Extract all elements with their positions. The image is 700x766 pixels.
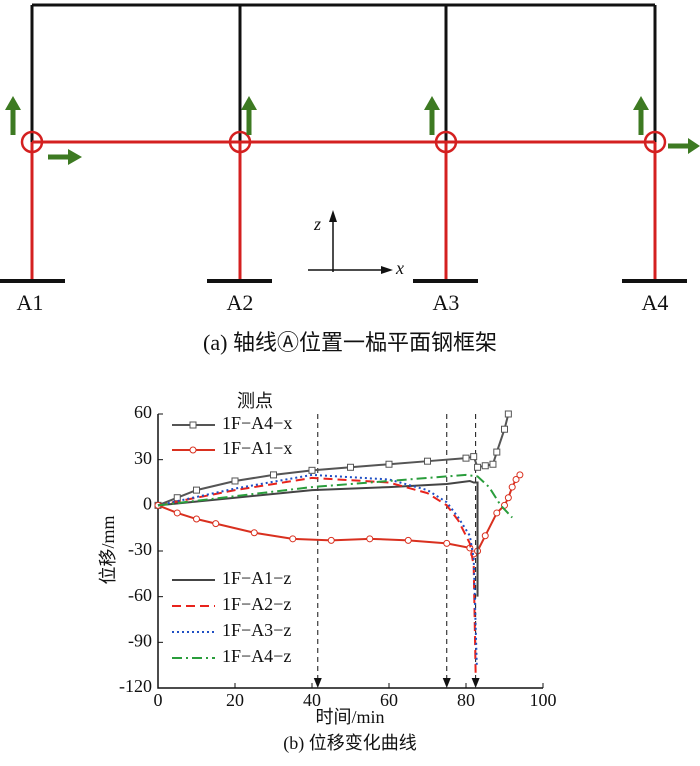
legend-label: 1F−A4−x — [222, 413, 292, 433]
marker — [481, 462, 489, 470]
marker — [512, 475, 520, 483]
event-arrow — [442, 678, 451, 688]
marker — [250, 529, 258, 537]
node-label: A3 — [433, 290, 460, 315]
frame — [0, 3, 700, 283]
marker — [231, 477, 239, 485]
marker — [424, 457, 431, 465]
caption: (a) 轴线Ⓐ位置一榀平面钢框架 — [203, 330, 497, 355]
series-line — [157, 479, 479, 597]
marker — [462, 454, 470, 462]
series-line — [157, 473, 478, 666]
y-tick-label: -120 — [119, 676, 152, 696]
marker — [270, 471, 277, 479]
marker — [385, 460, 393, 468]
legend-label: 1F−A4−z — [222, 646, 291, 666]
caption: (b) 位移变化曲线 — [283, 733, 417, 754]
marker — [173, 509, 181, 517]
legend-label: 1F−A2−z — [222, 594, 291, 614]
marker — [501, 425, 508, 433]
marker — [189, 421, 197, 429]
series-line — [157, 476, 477, 673]
marker — [481, 532, 489, 540]
event-arrow — [471, 678, 480, 688]
x-tick-label: 60 — [380, 690, 398, 710]
x-tick-label: 40 — [303, 690, 321, 710]
marker — [347, 463, 354, 471]
node-label: A1 — [17, 290, 44, 315]
marker — [493, 509, 501, 517]
legend-title: 测点 — [237, 391, 273, 411]
marker — [189, 446, 197, 454]
marker — [366, 535, 374, 543]
legend-label: 1F−A1−x — [222, 438, 292, 458]
marker — [193, 515, 200, 523]
marker — [504, 410, 512, 418]
node-label: A4 — [642, 290, 669, 315]
x-tick-label: 0 — [154, 690, 163, 710]
y-tick-label: 60 — [134, 402, 152, 422]
legend-label: 1F−A3−z — [222, 620, 291, 640]
marker — [404, 536, 412, 544]
x-tick-label: 100 — [530, 690, 557, 710]
marker — [327, 536, 335, 544]
y-axis-label: 位移/mm — [98, 515, 118, 584]
marker — [289, 535, 297, 543]
marker — [493, 448, 501, 456]
marker — [489, 460, 497, 468]
marker — [308, 466, 316, 474]
legend-label: 1F−A1−z — [222, 568, 291, 588]
y-tick-label: -30 — [128, 539, 152, 559]
node-label: A2 — [227, 290, 254, 315]
y-tick-label: 0 — [143, 493, 152, 513]
marker — [212, 520, 220, 528]
marker — [173, 494, 181, 502]
marker — [474, 463, 482, 471]
marker — [516, 471, 524, 479]
y-tick-label: -60 — [128, 585, 152, 605]
axis-z: z — [313, 214, 321, 234]
x-tick-label: 20 — [226, 690, 244, 710]
series-line — [157, 413, 510, 507]
marker — [193, 486, 200, 494]
series-line — [157, 473, 513, 519]
marker — [504, 494, 512, 502]
x-tick-label: 80 — [457, 690, 475, 710]
y-tick-label: -90 — [128, 630, 152, 650]
axis-x: x — [395, 258, 404, 278]
y-tick-label: 30 — [134, 448, 152, 468]
marker — [508, 483, 516, 491]
event-arrow — [313, 678, 322, 688]
marker — [470, 453, 478, 461]
x-axis-label: 时间/min — [315, 707, 384, 727]
axes — [157, 414, 543, 689]
marker — [443, 539, 451, 547]
